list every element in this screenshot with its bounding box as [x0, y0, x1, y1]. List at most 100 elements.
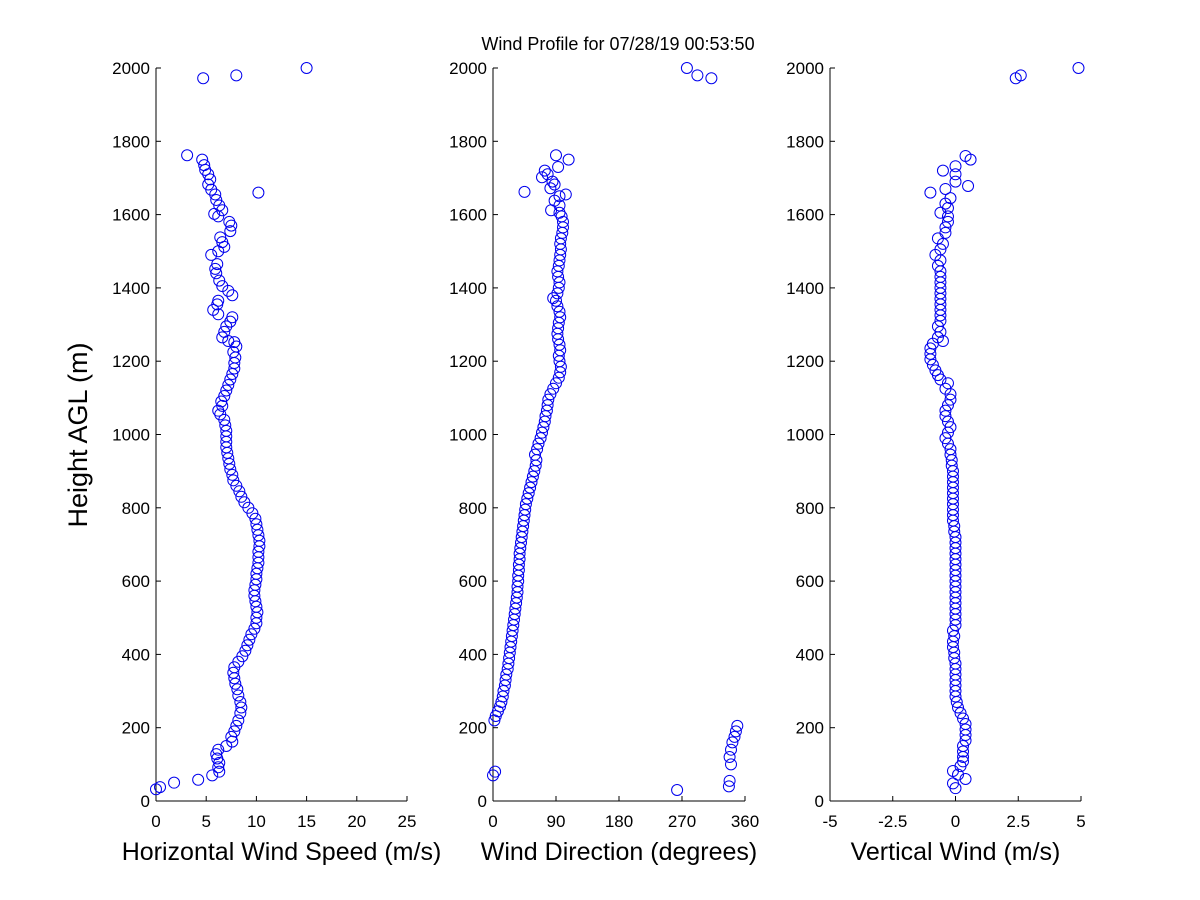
- data-point: [218, 325, 231, 338]
- data-point: [946, 624, 959, 637]
- data-point: [934, 270, 947, 283]
- data-point: [518, 185, 531, 198]
- y-tick-label: 1800: [449, 132, 487, 151]
- data-point: [239, 644, 252, 657]
- data-point: [929, 364, 942, 377]
- data-point: [524, 481, 537, 494]
- data-point: [926, 358, 939, 371]
- data-point: [554, 311, 567, 324]
- y-tick-label: 1600: [112, 206, 150, 225]
- horizontal-wind-speed-panel: 0 200 400 600 800 1000 1200 1400 1600 1800 2000 0 5 1…: [112, 59, 441, 866]
- y-tick-label: 600: [459, 572, 487, 591]
- data-point: [939, 226, 952, 239]
- data-point: [212, 743, 225, 756]
- data-point: [226, 311, 239, 324]
- y-tick-label: 800: [796, 499, 824, 518]
- data-point: [936, 164, 949, 177]
- data-point: [957, 755, 970, 768]
- data-point: [227, 666, 240, 679]
- data-point: [228, 725, 241, 738]
- data-point: [946, 777, 959, 790]
- data-point: [222, 379, 235, 392]
- data-point: [526, 470, 539, 483]
- data-point: [230, 479, 243, 492]
- data-point: [534, 432, 547, 445]
- data-point: [521, 492, 534, 505]
- data-point: [924, 186, 937, 199]
- y-tick-label: 1400: [449, 279, 487, 298]
- x-tick-label: -5: [822, 812, 837, 831]
- x-tick-label: 20: [347, 812, 366, 831]
- data-point: [230, 69, 243, 82]
- data-point: [226, 289, 239, 302]
- data-point: [939, 432, 952, 445]
- data-point: [959, 718, 972, 731]
- data-point: [547, 382, 560, 395]
- data-point: [226, 468, 239, 481]
- data-point: [954, 707, 967, 720]
- data-point: [949, 175, 962, 188]
- data-point: [542, 393, 555, 406]
- y-tick-label: 0: [478, 792, 487, 811]
- y-tick-label: 200: [122, 719, 150, 738]
- data-point: [241, 639, 254, 652]
- data-point: [941, 210, 954, 223]
- data-point: [209, 188, 222, 201]
- data-point: [553, 190, 566, 203]
- data-point: [957, 712, 970, 725]
- y-tick-label: 1800: [112, 132, 150, 151]
- data-point: [245, 628, 258, 641]
- data-point: [181, 149, 194, 162]
- data-point: [150, 783, 162, 796]
- y-tick-label: 1000: [449, 426, 487, 445]
- y-tick-label: 1000: [112, 426, 150, 445]
- y-tick-label: 400: [796, 645, 824, 664]
- data-point: [212, 761, 225, 774]
- data-point: [213, 765, 226, 778]
- data-point: [204, 173, 217, 186]
- data-point: [726, 736, 739, 749]
- data-point: [728, 730, 741, 743]
- data-point: [939, 182, 952, 195]
- x-tick-label: 5: [201, 812, 210, 831]
- data-point: [489, 765, 502, 778]
- data-point: [487, 769, 499, 782]
- y-tick-label: 0: [815, 792, 824, 811]
- data-point: [168, 776, 181, 789]
- data-point: [236, 650, 249, 663]
- data-point: [944, 421, 957, 434]
- data-point: [553, 305, 566, 318]
- data-point: [538, 164, 551, 177]
- data-point: [931, 320, 944, 333]
- data-point: [551, 300, 564, 313]
- data-point: [219, 419, 232, 432]
- data-point: [249, 512, 262, 525]
- data-point: [213, 274, 226, 287]
- x-tick-label: 25: [398, 812, 417, 831]
- data-point: [671, 784, 684, 797]
- data-point: [198, 159, 211, 172]
- data-point: [552, 160, 565, 173]
- x-axis-label-direction: Wind Direction (degrees): [481, 838, 758, 866]
- data-point: [214, 231, 227, 244]
- data-point: [959, 773, 972, 786]
- data-point: [231, 683, 244, 696]
- data-point: [227, 346, 240, 359]
- data-point: [544, 388, 557, 401]
- y-tick-label: 200: [459, 719, 487, 738]
- data-point: [227, 474, 240, 487]
- data-point: [238, 496, 251, 509]
- y-tick-label: 2000: [449, 59, 487, 78]
- data-point: [680, 62, 693, 74]
- data-point: [959, 149, 972, 162]
- data-point: [544, 182, 557, 195]
- data-point: [550, 377, 562, 390]
- data-point: [944, 192, 957, 205]
- y-tick-label: 400: [122, 645, 150, 664]
- data-point: [941, 215, 954, 228]
- y-tick-label: 200: [796, 719, 824, 738]
- data-point: [220, 320, 233, 333]
- data-point: [210, 267, 223, 280]
- data-point: [550, 294, 562, 307]
